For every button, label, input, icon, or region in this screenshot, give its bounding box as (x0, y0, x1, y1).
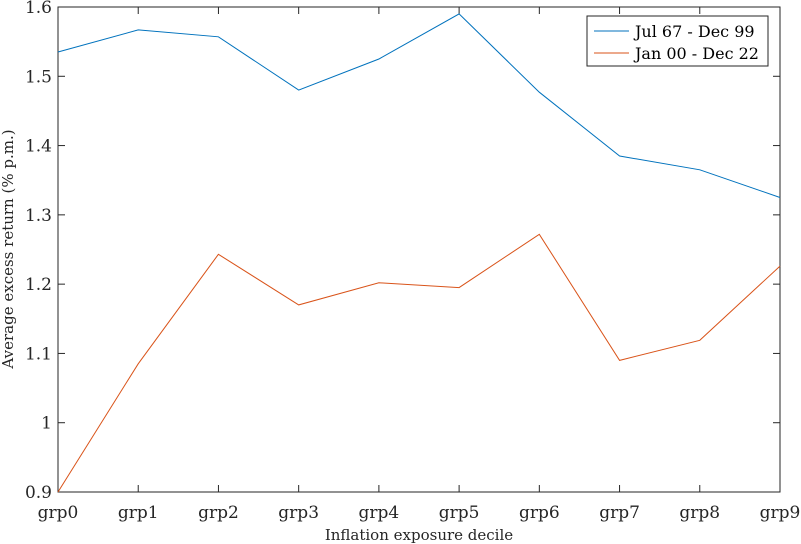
x-tick-label: grp2 (198, 503, 239, 523)
y-axis-label: Average excess return (% p.m.) (0, 129, 17, 369)
x-tick-label: grp0 (38, 503, 79, 523)
series-lines (57, 13, 781, 493)
legend-box (586, 15, 769, 67)
x-tick-label: grp8 (679, 503, 720, 523)
y-tick-label: 1.5 (25, 67, 52, 87)
y-tick-label: 1.1 (25, 344, 52, 364)
x-tick-label: grp4 (359, 503, 400, 523)
y-tick-label: 1.4 (25, 137, 52, 157)
y-axis-ticks: 0.9 1 1.1 1.2 1.3 1.4 1.5 1.6 (25, 0, 780, 503)
legend: Jul 67 - Dec 99 Jan 00 - Dec 22 (586, 15, 769, 67)
x-axis-label: Inflation exposure decile (325, 526, 513, 544)
series-line-2 (57, 233, 781, 493)
x-tick-label: grp9 (760, 503, 801, 523)
y-tick-label: 0.9 (25, 483, 52, 503)
plot-axes (57, 6, 781, 493)
y-tick-label: 1.3 (25, 206, 52, 226)
legend-entry-1: Jul 67 - Dec 99 (633, 22, 755, 41)
x-tick-label: grp1 (118, 503, 159, 523)
legend-entry-2: Jan 00 - Dec 22 (633, 44, 759, 63)
x-tick-label: grp5 (439, 503, 480, 523)
y-tick-label: 1.6 (25, 0, 52, 18)
series-line-1 (57, 13, 781, 198)
x-tick-label: grp7 (599, 503, 640, 523)
x-tick-label: grp3 (278, 503, 319, 523)
x-tick-label: grp6 (519, 503, 560, 523)
plot-frame (57, 6, 781, 493)
x-axis-ticks: grp0 grp1 grp2 grp3 grp4 grp5 grp6 grp7 grp8 grp9 (38, 7, 801, 523)
y-tick-label: 1.2 (25, 275, 52, 295)
y-tick-label: 1 (41, 414, 52, 434)
